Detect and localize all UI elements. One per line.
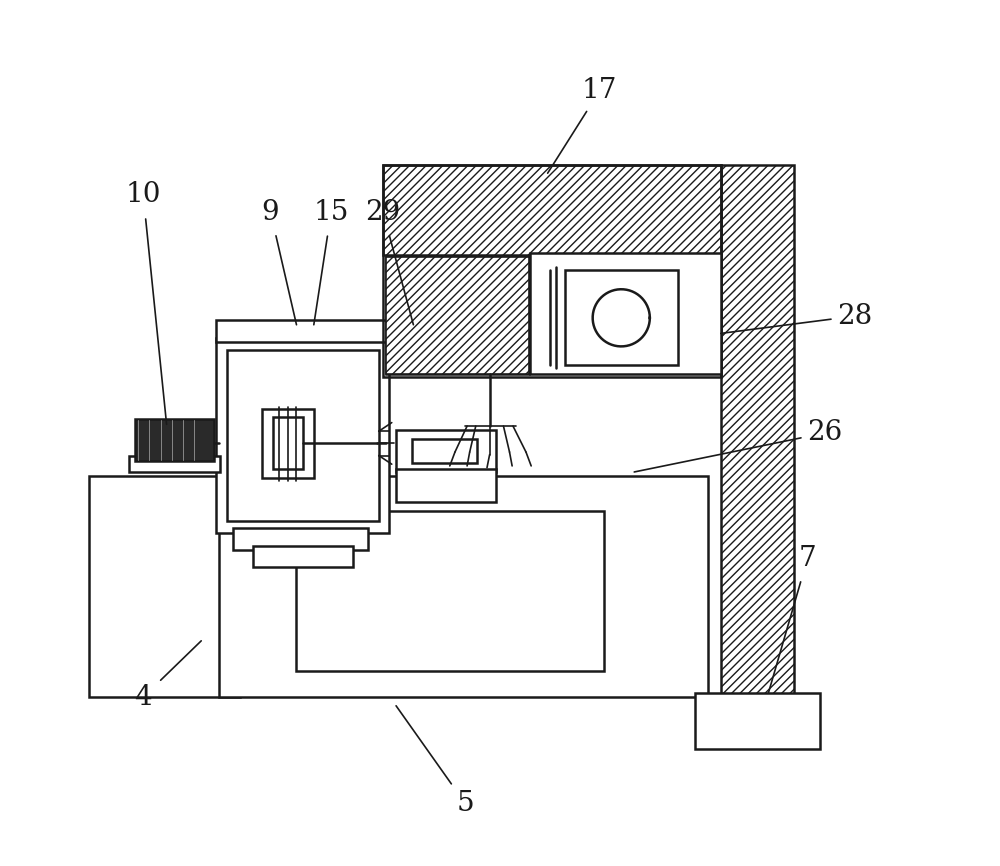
Bar	[396, 469, 496, 502]
Bar	[383, 165, 721, 255]
Bar	[89, 476, 240, 697]
Bar	[383, 165, 721, 377]
Bar	[129, 456, 220, 472]
Bar	[386, 257, 529, 374]
Bar	[530, 253, 721, 374]
Bar	[216, 320, 389, 342]
Bar	[695, 693, 820, 749]
Text: 10: 10	[125, 181, 161, 209]
Bar	[721, 165, 794, 697]
Bar	[227, 350, 379, 521]
Bar	[396, 430, 496, 472]
Text: 9: 9	[262, 198, 279, 226]
Text: 5: 5	[457, 790, 474, 818]
Text: 29: 29	[365, 198, 401, 226]
Bar	[219, 476, 708, 697]
Bar	[253, 546, 353, 567]
Bar	[273, 417, 303, 469]
Bar	[135, 419, 214, 461]
Bar	[216, 338, 389, 533]
Bar	[412, 439, 477, 463]
Bar	[386, 257, 529, 374]
Text: 26: 26	[807, 419, 842, 447]
Text: 7: 7	[799, 545, 816, 572]
Text: 15: 15	[313, 198, 349, 226]
Bar	[262, 409, 314, 478]
Text: 17: 17	[582, 77, 617, 105]
Bar	[565, 270, 678, 365]
Text: 4: 4	[134, 683, 152, 711]
Bar	[233, 528, 368, 550]
Bar	[296, 511, 604, 671]
Text: 28: 28	[837, 302, 873, 330]
